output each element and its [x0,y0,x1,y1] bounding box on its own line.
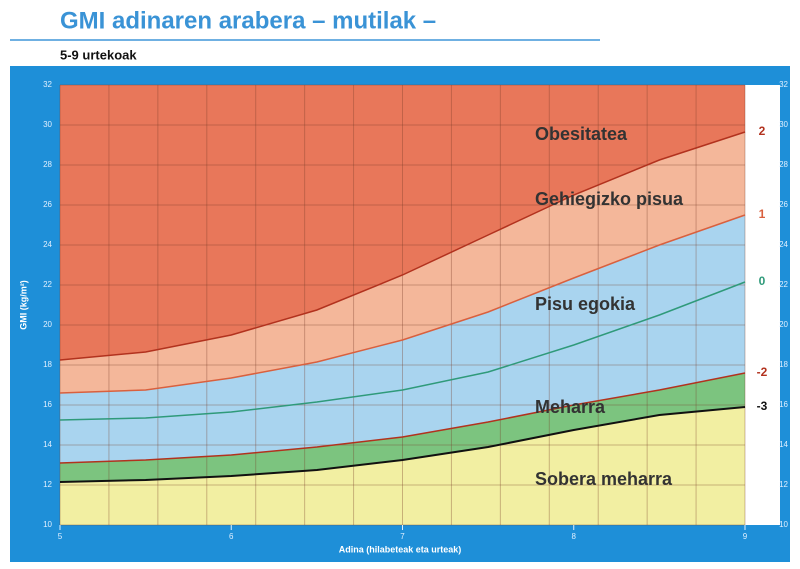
x-tick-label: 6 [229,532,234,541]
y2-tick-label: 10 [779,520,788,529]
zone-label: Pisu egokia [535,294,636,314]
y-tick-label: 32 [43,80,52,89]
zone-label: Obesitatea [535,124,628,144]
y-tick-label: 12 [43,480,52,489]
curve-line [59,131,746,361]
curve-label: 2 [759,124,766,138]
x-axis-label: Adina (hilabeteak eta urteak) [339,544,462,554]
zone-label: Sobera meharra [535,469,673,489]
y2-tick-label: 20 [779,320,788,329]
zone-area [60,373,745,482]
y-axis-label: GMI (kg/m²) [18,280,28,330]
chart-title: GMI adinaren arabera – mutilak – [60,7,436,34]
zone-area [60,132,745,393]
curve-line [59,406,746,483]
curve-line [59,214,746,394]
y-tick-label: 10 [43,520,52,529]
curve-line [59,281,746,421]
zone-area [60,85,745,360]
y2-tick-label: 28 [779,160,788,169]
y2-tick-label: 24 [779,240,788,249]
y-tick-label: 20 [43,320,52,329]
y2-tick-label: 18 [779,360,788,369]
label-strip [745,85,780,525]
zone-label: Meharra [535,397,606,417]
y-tick-label: 28 [43,160,52,169]
curve-line [59,372,746,464]
y-tick-label: 18 [43,360,52,369]
y-tick-label: 16 [43,400,52,409]
y2-tick-label: 16 [779,400,788,409]
curve-label: -3 [757,399,768,413]
y-tick-label: 14 [43,440,52,449]
chart-subtitle: 5-9 urtekoak [60,47,137,62]
y2-tick-label: 12 [779,480,788,489]
x-tick-label: 8 [572,532,577,541]
y-tick-label: 24 [43,240,52,249]
y-tick-label: 22 [43,280,52,289]
curve-label: 0 [759,274,766,288]
zone-label: Gehiegizko pisua [535,189,684,209]
y2-tick-label: 14 [779,440,788,449]
x-tick-label: 5 [58,532,63,541]
y2-tick-label: 22 [779,280,788,289]
x-tick-label: 9 [743,532,748,541]
y2-tick-label: 26 [779,200,788,209]
curve-label: 1 [759,207,766,221]
zone-area [60,215,745,463]
x-tick-label: 7 [400,532,405,541]
y2-tick-label: 30 [779,120,788,129]
y-tick-label: 30 [43,120,52,129]
y-tick-label: 26 [43,200,52,209]
curve-label: -2 [757,365,768,379]
zone-area [60,407,745,525]
y2-tick-label: 32 [779,80,788,89]
